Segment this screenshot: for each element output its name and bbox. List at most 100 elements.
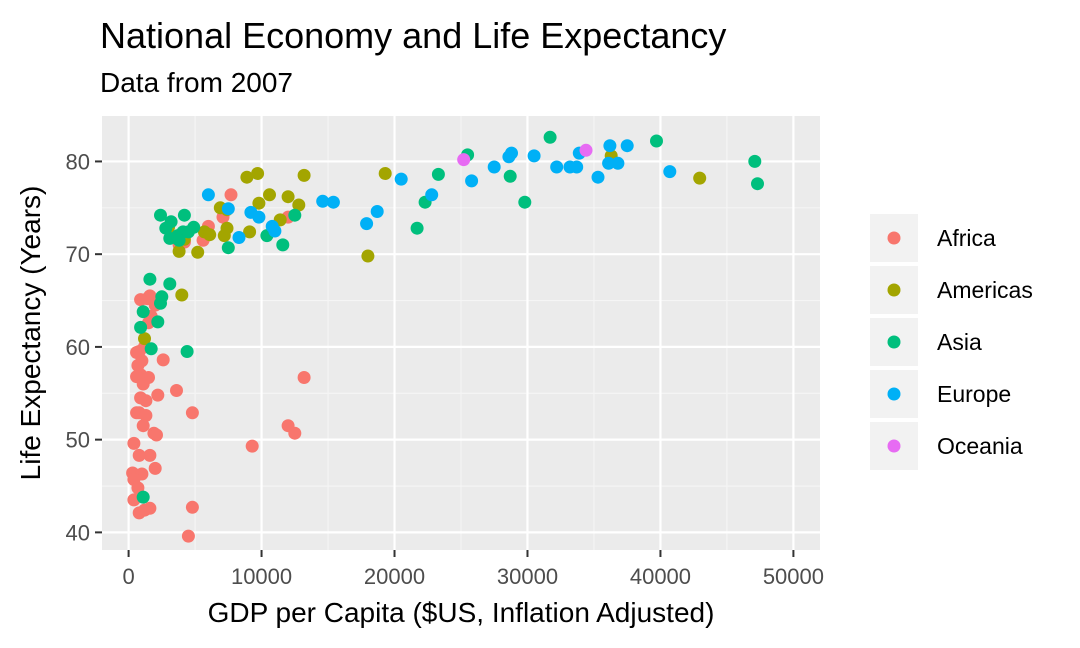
y-axis: 40 50 60 70 80 (66, 149, 102, 545)
x-tick-label: 0 (122, 564, 134, 589)
point-asia (136, 490, 150, 504)
point-africa (127, 436, 141, 450)
point-americas (240, 170, 254, 184)
point-africa (148, 461, 162, 475)
point-africa (134, 391, 148, 405)
legend-label-europe: Europe (937, 381, 1011, 407)
point-asia (163, 277, 177, 291)
point-europe (360, 217, 374, 231)
point-europe (502, 150, 516, 164)
point-americas (378, 167, 392, 180)
legend: Africa Americas Asia Europe Oceania (870, 214, 1033, 470)
point-americas (693, 171, 707, 185)
point-africa (139, 409, 153, 422)
legend-label-africa: Africa (937, 225, 996, 251)
data-points (126, 130, 764, 543)
chart-title: National Economy and Life Expectancy (100, 15, 726, 56)
point-asia (181, 225, 195, 239)
point-europe (550, 160, 564, 174)
x-axis: 0 10000 20000 30000 40000 50000 (122, 550, 824, 589)
x-tick-label: 20000 (364, 564, 425, 589)
point-americas (251, 167, 265, 180)
point-americas (263, 188, 276, 202)
point-asia (518, 195, 532, 209)
x-tick-label: 30000 (497, 564, 558, 589)
point-asia (543, 130, 557, 144)
legend-swatch-oceania (887, 439, 901, 453)
point-europe (570, 160, 584, 174)
point-europe (603, 139, 617, 153)
legend-swatch-africa (887, 231, 901, 245)
point-americas (292, 198, 306, 212)
point-asia (503, 169, 517, 183)
point-asia (276, 238, 290, 252)
point-oceania (579, 143, 593, 157)
y-axis-title: Life Expectancy (Years) (15, 186, 46, 481)
point-asia (136, 305, 150, 319)
point-asia (177, 208, 191, 222)
point-africa (185, 406, 199, 420)
point-asia (134, 320, 148, 334)
point-americas (297, 168, 311, 182)
point-africa (136, 419, 150, 433)
point-africa (142, 371, 155, 384)
point-africa (132, 448, 146, 462)
point-asia (221, 241, 235, 255)
point-africa (288, 426, 302, 440)
chart-subtitle: Data from 2007 (100, 67, 293, 98)
point-americas (243, 225, 257, 239)
point-africa (150, 428, 163, 442)
y-tick-label: 50 (66, 428, 90, 453)
legend-item-oceania: Oceania (870, 422, 1023, 470)
point-asia (154, 208, 167, 222)
point-europe (591, 170, 605, 184)
point-americas (203, 228, 217, 242)
point-americas (138, 332, 151, 346)
point-europe (602, 156, 616, 170)
legend-item-americas: Americas (870, 266, 1033, 314)
point-africa (151, 388, 165, 402)
point-europe (244, 205, 258, 219)
point-americas (361, 249, 375, 263)
x-tick-label: 50000 (763, 564, 824, 589)
legend-swatch-americas (887, 283, 901, 297)
x-tick-label: 10000 (231, 564, 292, 589)
point-europe (201, 188, 215, 202)
point-europe (370, 205, 384, 218)
point-europe (487, 160, 501, 174)
point-americas (172, 244, 186, 258)
point-africa (224, 188, 238, 202)
point-americas (175, 288, 189, 302)
point-europe (527, 149, 541, 163)
x-axis-title: GDP per Capita ($US, Inflation Adjusted) (208, 597, 715, 628)
point-europe (425, 188, 439, 202)
legend-item-africa: Africa (870, 214, 996, 262)
point-europe (221, 202, 235, 216)
point-americas (191, 245, 205, 259)
y-tick-label: 40 (66, 520, 90, 545)
point-europe (620, 139, 634, 153)
legend-label-asia: Asia (937, 329, 982, 355)
legend-swatch-asia (887, 335, 901, 349)
point-asia (410, 221, 424, 235)
point-americas (252, 196, 266, 210)
point-africa (143, 501, 157, 515)
point-europe (326, 195, 340, 209)
point-europe (268, 224, 282, 238)
y-tick-label: 80 (66, 149, 90, 174)
y-tick-label: 70 (66, 242, 90, 267)
point-asia (180, 345, 194, 358)
point-asia (288, 208, 302, 222)
legend-swatch-europe (887, 387, 901, 401)
point-asia (650, 134, 663, 148)
point-europe (465, 174, 479, 188)
point-americas (220, 221, 234, 235)
legend-label-americas: Americas (937, 277, 1033, 303)
point-oceania (457, 153, 471, 167)
legend-item-asia: Asia (870, 318, 982, 366)
y-tick-label: 60 (66, 335, 90, 360)
point-europe (316, 194, 330, 208)
point-asia (151, 315, 165, 329)
point-europe (394, 172, 408, 186)
